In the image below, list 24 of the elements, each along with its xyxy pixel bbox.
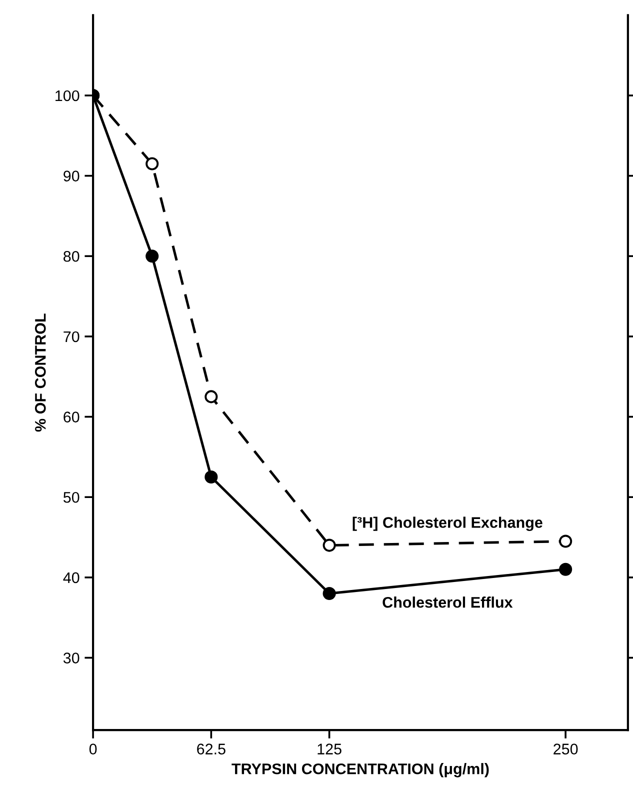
y-tick-label: 70	[64, 331, 80, 342]
y-tick-label: 60	[64, 412, 80, 422]
y-tick-label: 80	[64, 250, 80, 262]
point	[146, 157, 159, 170]
point	[204, 390, 218, 404]
point	[204, 470, 218, 484]
y-tick-label: 100	[56, 90, 80, 102]
point	[559, 534, 572, 548]
x-tick-label: 62.5	[197, 744, 226, 754]
point	[559, 562, 572, 576]
x-tick-label: 250	[554, 744, 578, 754]
series-label: [³H] Cholesterol Exchange	[352, 516, 542, 531]
x-tick-label: 125	[318, 744, 342, 754]
point	[322, 538, 336, 552]
series-label: Cholesterol Efflux	[382, 596, 513, 608]
y-axis-title: % OF CONTROL	[34, 314, 46, 432]
y-tick-label: 50	[63, 492, 80, 503]
point	[146, 250, 159, 263]
y-tick-label: 30	[63, 652, 80, 664]
y-tick-label: 90	[64, 170, 80, 182]
point	[322, 586, 336, 600]
x-tick-label: 0	[89, 744, 97, 754]
x-axis-title: TRYPSIN CONCENTRATION (μg/ml)	[232, 763, 489, 778]
y-tick-label: 40	[63, 572, 80, 584]
